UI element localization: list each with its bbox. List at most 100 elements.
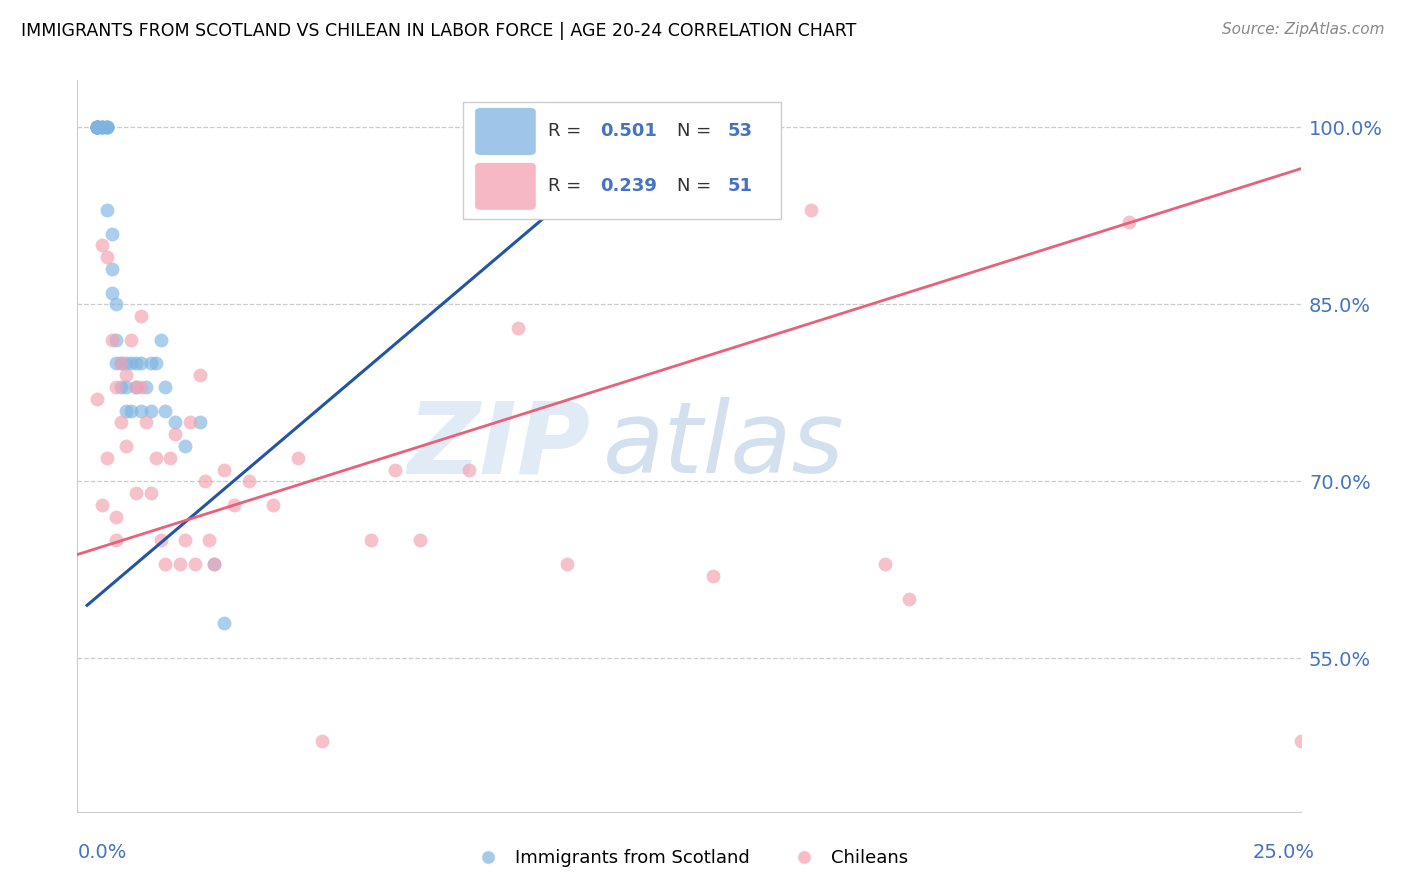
Point bbox=[184, 557, 207, 571]
Text: Source: ZipAtlas.com: Source: ZipAtlas.com bbox=[1222, 22, 1385, 37]
Text: R =: R = bbox=[548, 178, 588, 195]
Point bbox=[654, 120, 676, 135]
Text: 0.501: 0.501 bbox=[599, 122, 657, 140]
Point bbox=[155, 403, 177, 417]
Point bbox=[212, 462, 235, 476]
Point bbox=[198, 533, 221, 548]
Point bbox=[174, 439, 197, 453]
Point bbox=[110, 416, 132, 430]
Point bbox=[110, 380, 132, 394]
Point bbox=[555, 557, 578, 571]
Point bbox=[86, 120, 108, 135]
Point bbox=[120, 333, 142, 347]
Point bbox=[238, 475, 260, 489]
Point bbox=[125, 356, 148, 370]
Point bbox=[100, 227, 122, 241]
Point bbox=[287, 450, 309, 465]
Point bbox=[96, 120, 118, 135]
Legend: Immigrants from Scotland, Chileans: Immigrants from Scotland, Chileans bbox=[463, 842, 915, 874]
Point bbox=[193, 475, 215, 489]
Point bbox=[86, 120, 108, 135]
Point bbox=[149, 533, 172, 548]
Point bbox=[100, 262, 122, 277]
Point bbox=[139, 356, 162, 370]
Text: 0.0%: 0.0% bbox=[77, 843, 127, 862]
Point bbox=[100, 285, 122, 300]
Point bbox=[384, 462, 406, 476]
Point bbox=[115, 380, 138, 394]
Point bbox=[129, 380, 152, 394]
Text: R =: R = bbox=[548, 122, 588, 140]
Point bbox=[96, 202, 118, 217]
Point bbox=[873, 557, 896, 571]
Point bbox=[262, 498, 284, 512]
Text: 0.239: 0.239 bbox=[599, 178, 657, 195]
Point bbox=[155, 557, 177, 571]
Text: ZIP: ZIP bbox=[408, 398, 591, 494]
Text: 25.0%: 25.0% bbox=[1253, 843, 1315, 862]
Point bbox=[135, 416, 157, 430]
Point bbox=[96, 250, 118, 264]
Point bbox=[129, 310, 152, 324]
Point bbox=[139, 403, 162, 417]
Point bbox=[155, 380, 177, 394]
Point bbox=[86, 392, 108, 406]
Point bbox=[90, 120, 112, 135]
Point bbox=[1289, 734, 1312, 748]
Point bbox=[105, 333, 128, 347]
Point bbox=[96, 120, 118, 135]
Point bbox=[202, 557, 225, 571]
Point bbox=[86, 120, 108, 135]
Point bbox=[145, 356, 167, 370]
Point bbox=[1118, 215, 1140, 229]
FancyBboxPatch shape bbox=[475, 108, 536, 155]
Text: 53: 53 bbox=[728, 122, 754, 140]
Point bbox=[115, 403, 138, 417]
Point bbox=[115, 356, 138, 370]
Point bbox=[188, 368, 211, 383]
Point bbox=[105, 297, 128, 311]
Point bbox=[212, 615, 235, 630]
Point bbox=[482, 120, 505, 135]
Point bbox=[165, 427, 187, 442]
Point bbox=[115, 439, 138, 453]
Point bbox=[409, 533, 432, 548]
Point bbox=[165, 416, 187, 430]
Point bbox=[120, 403, 142, 417]
Point bbox=[96, 450, 118, 465]
Point bbox=[139, 486, 162, 500]
Point bbox=[86, 120, 108, 135]
Point bbox=[105, 380, 128, 394]
Point bbox=[115, 368, 138, 383]
Point bbox=[86, 120, 108, 135]
Point bbox=[86, 120, 108, 135]
Point bbox=[179, 416, 201, 430]
Point bbox=[605, 120, 627, 135]
Point bbox=[678, 120, 700, 135]
Point bbox=[159, 450, 181, 465]
Point bbox=[96, 120, 118, 135]
Point bbox=[457, 462, 479, 476]
Point bbox=[110, 356, 132, 370]
FancyBboxPatch shape bbox=[475, 162, 536, 211]
Point bbox=[110, 356, 132, 370]
Text: N =: N = bbox=[676, 122, 717, 140]
Text: 51: 51 bbox=[728, 178, 754, 195]
Point bbox=[129, 356, 152, 370]
Point bbox=[125, 380, 148, 394]
Point bbox=[86, 120, 108, 135]
Point bbox=[702, 568, 724, 582]
Point bbox=[222, 498, 245, 512]
Point bbox=[105, 533, 128, 548]
Point bbox=[145, 450, 167, 465]
Point bbox=[360, 533, 382, 548]
Point bbox=[311, 734, 333, 748]
Point bbox=[86, 120, 108, 135]
Point bbox=[149, 333, 172, 347]
Point bbox=[90, 120, 112, 135]
Point bbox=[628, 120, 651, 135]
Point bbox=[169, 557, 191, 571]
Point bbox=[188, 416, 211, 430]
Point bbox=[129, 403, 152, 417]
Text: IMMIGRANTS FROM SCOTLAND VS CHILEAN IN LABOR FORCE | AGE 20-24 CORRELATION CHART: IMMIGRANTS FROM SCOTLAND VS CHILEAN IN L… bbox=[21, 22, 856, 40]
